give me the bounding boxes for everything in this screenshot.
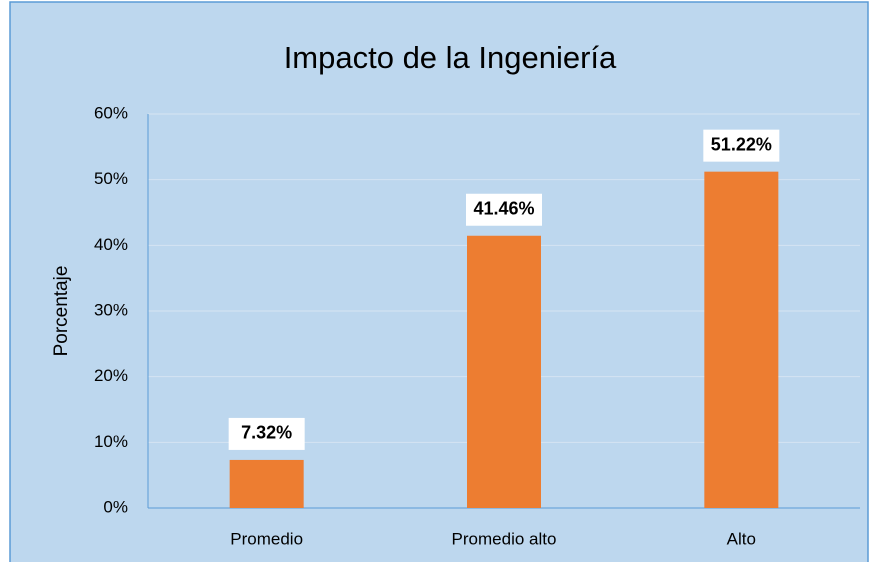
data-label-box [466,193,542,226]
data-label: 51.22% [711,134,772,154]
x-tick-label: Alto [727,529,756,548]
data-label-box [703,129,780,162]
x-tick-label: Promedio [230,529,303,548]
y-tick-label: 20% [94,366,128,385]
y-tick-label: 30% [94,300,128,319]
y-tick-label: 50% [94,169,128,188]
y-tick-label: 0% [103,497,128,516]
y-tick-label: 40% [94,235,128,254]
chart-title: Impacto de la Ingeniería [284,40,617,75]
data-label: 7.32% [241,423,292,443]
y-axis-label: Porcentaje [51,266,72,357]
x-tick-label: Promedio alto [452,529,557,548]
data-label: 41.46% [473,198,534,218]
bar [467,235,541,508]
y-tick-label: 10% [94,432,128,451]
bar [229,459,304,508]
data-label-box [228,417,305,450]
bar [704,171,779,508]
y-tick-label: 60% [94,103,128,122]
